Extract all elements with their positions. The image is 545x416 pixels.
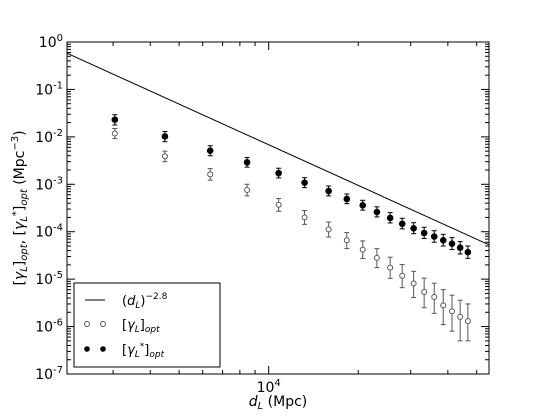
- point-gamma-0: [111, 130, 118, 137]
- point-gamma-3: [244, 186, 251, 193]
- point-gamma-13: [421, 288, 428, 295]
- point-gamma-4: [275, 201, 282, 208]
- point-gamma-star-15: [439, 236, 447, 244]
- axis-tick-labels-layer: 100 10-1 10-2 10-3 10-4 10-5 10-6 10-7 104: [35, 33, 281, 396]
- point-gamma-star-16: [448, 240, 456, 247]
- point-gamma-star-9: [373, 208, 381, 216]
- point-gamma-star-2: [206, 147, 214, 155]
- point-gamma-star-7: [343, 195, 351, 203]
- data-points-layer: [111, 114, 472, 342]
- point-gamma-18: [464, 318, 471, 325]
- point-gamma-star-18: [464, 248, 472, 256]
- point-gamma-12: [410, 280, 417, 287]
- point-gamma-11: [399, 272, 406, 279]
- point-gamma-star-12: [410, 225, 417, 232]
- point-gamma-10: [387, 264, 394, 271]
- legend: (dL)−2.8 [γL]opt [γL*]opt: [73, 282, 221, 368]
- point-gamma-8: [359, 246, 366, 253]
- point-gamma-star-1: [161, 133, 169, 140]
- y-tick-label-4: 10-4: [35, 223, 63, 241]
- axis-ticks-layer: [67, 41, 489, 375]
- point-gamma-17: [457, 313, 464, 320]
- legend-open-circle-swatch-left: [84, 321, 90, 327]
- point-gamma-16: [448, 308, 455, 315]
- point-gamma-2: [207, 171, 214, 178]
- legend-open-circle-swatch-right: [100, 321, 106, 327]
- point-gamma-star-17: [456, 244, 464, 252]
- point-gamma-6: [325, 226, 332, 233]
- x-tick-label-0: 104: [257, 378, 281, 396]
- point-gamma-star-8: [359, 202, 367, 209]
- legend-box: [73, 282, 221, 368]
- point-gamma-star-4: [275, 169, 282, 177]
- x-axis-label: dL (Mpc): [249, 394, 308, 412]
- y-tick-label-5: 10-5: [35, 270, 63, 288]
- point-gamma-star-11: [398, 220, 406, 228]
- plot-area-frame: [66, 41, 490, 375]
- y-tick-label-2: 10-2: [35, 128, 63, 146]
- y-tick-label-3: 10-3: [35, 175, 63, 193]
- point-gamma-star-6: [325, 187, 332, 195]
- point-gamma-star-3: [243, 159, 251, 166]
- point-gamma-star-13: [420, 229, 428, 237]
- y-tick-label-7: 10-7: [35, 365, 63, 383]
- power-law-line-layer: [66, 52, 490, 246]
- point-gamma-star-10: [386, 214, 394, 222]
- point-gamma-7: [343, 237, 350, 244]
- point-gamma-star-0: [111, 116, 119, 124]
- point-gamma-14: [431, 294, 438, 301]
- y-tick-label-1: 10-1: [35, 80, 63, 98]
- series-line-power-law: [66, 52, 490, 246]
- point-gamma-5: [301, 214, 308, 221]
- point-gamma-15: [440, 302, 447, 309]
- point-gamma-star-14: [430, 233, 438, 240]
- y-axis-label: [γL]opt, [γL*]opt (Mpc−3): [10, 130, 30, 285]
- y-tick-label-6: 10-6: [35, 318, 63, 336]
- y-tick-label-0: 100: [39, 33, 63, 51]
- point-gamma-1: [161, 153, 168, 160]
- point-gamma-star-5: [301, 179, 308, 187]
- legend-filled-circle-swatch-left: [84, 346, 90, 352]
- point-gamma-9: [373, 254, 380, 261]
- legend-filled-circle-swatch-right: [100, 346, 106, 352]
